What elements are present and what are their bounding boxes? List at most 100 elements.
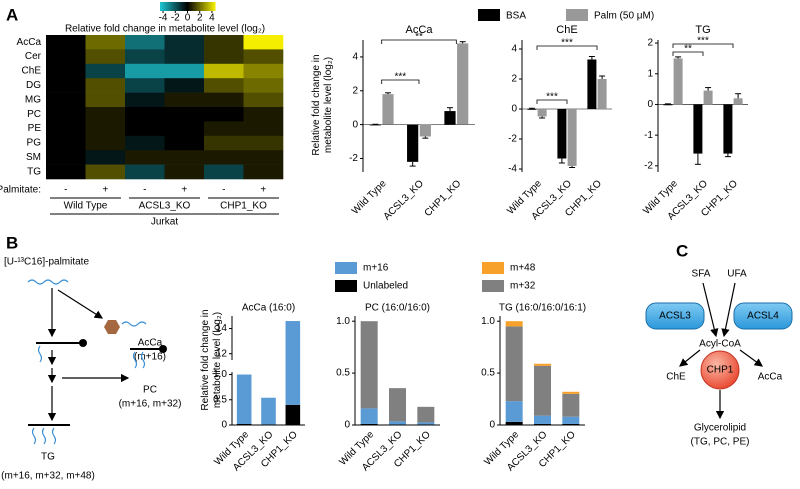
heatmap-cell [46, 164, 86, 180]
label: (m+16, m+32) [119, 399, 182, 410]
heatmap-cell [125, 150, 165, 165]
bar [703, 90, 713, 105]
heatmap-cell [46, 78, 86, 93]
heatmap-cell [204, 121, 244, 137]
colorbar-step [206, 2, 209, 11]
heatmap-cell [164, 150, 205, 165]
significance-bracket [672, 43, 734, 48]
row-label: PG [27, 138, 42, 149]
bar [419, 124, 431, 137]
label: ACSL3 [659, 311, 691, 322]
y-tick-label: 0.5 [481, 368, 495, 379]
heatmap-title: Relative fold change in metabolite level… [65, 24, 265, 35]
heatmap-cell [125, 49, 165, 65]
bar-segment [261, 424, 276, 425]
y-tick-label: 1.0 [213, 369, 227, 380]
colorbar-step [186, 2, 188, 11]
colorbar-tick-label: 4 [209, 13, 215, 24]
heatmap-cell [85, 78, 126, 93]
colorbar-step [162, 2, 165, 11]
bar [567, 109, 577, 166]
significance-bracket [536, 45, 598, 50]
x-tick-label: ACSL3_KO [382, 178, 426, 222]
colorbar-step [204, 2, 206, 11]
bar-segment [534, 365, 551, 416]
colorbar-step [205, 2, 208, 11]
heatmap-cell [46, 92, 86, 108]
colorbar-step [191, 2, 194, 11]
heatmap-cell [46, 49, 86, 65]
bar-segment [562, 423, 580, 425]
label: (TG, PC, PE) [691, 437, 750, 448]
legend-swatch [482, 280, 504, 292]
y-tick-label: 0 [221, 420, 227, 431]
heatmap-cell [125, 63, 165, 79]
label: CHP1 [707, 365, 734, 376]
label: (m+16, m+32, m+48) [1, 471, 95, 482]
coa-group [104, 320, 120, 334]
y-tick-label: 0 [647, 99, 653, 110]
label: Acyl-CoA [699, 339, 741, 350]
colorbar-step [198, 2, 201, 11]
legend-swatch [335, 262, 357, 274]
colorbar-step [183, 2, 186, 11]
colorbar-step [210, 2, 213, 11]
chain [121, 321, 147, 327]
colorbar-step [201, 2, 204, 11]
bar-segment [505, 321, 523, 327]
colorbar-step [180, 2, 183, 11]
y-tick-label: -2 [644, 161, 653, 172]
significance-label: *** [561, 38, 573, 49]
row-label: PE [28, 123, 42, 134]
y-tick-label: 0.5 [213, 394, 227, 405]
heatmap-cell [204, 135, 244, 151]
legend-swatch [482, 262, 504, 274]
arrow [679, 349, 701, 367]
significance-bracket [381, 79, 420, 84]
diagram-c: SFA UFA ACSL3 ACSL4 Acyl-CoA ChE AcCa CH… [645, 269, 793, 448]
colorbar-step [173, 2, 176, 11]
bar [444, 111, 456, 125]
colorbar-step [177, 2, 180, 11]
bar-segment [360, 408, 378, 424]
y-tick-label: -1 [644, 130, 653, 141]
label: ChE [666, 372, 686, 383]
bar-segment [285, 321, 301, 405]
bar [587, 59, 597, 109]
bar [663, 104, 673, 106]
subplot-title: PC (16:0/16:0) [365, 303, 430, 314]
row-label: MG [25, 94, 41, 105]
colorbar-step [168, 2, 171, 11]
heatmap-cell [125, 92, 165, 108]
label: AcCa [758, 372, 783, 383]
heatmap-cell [164, 49, 205, 65]
y-tick-label: 1.0 [481, 316, 495, 327]
colorbar-step [190, 2, 193, 11]
heatmap-cell [204, 63, 244, 79]
heatmap-cell [46, 35, 86, 50]
colorbar-step [182, 2, 184, 11]
heatmap-cell [243, 49, 284, 65]
significance-label: *** [697, 36, 709, 47]
x-tick-label: CHP1_KO [423, 178, 464, 219]
row-label: ChE [22, 66, 42, 77]
legend-label: BSA [506, 11, 526, 22]
heatmap-cell [204, 150, 244, 165]
bar [369, 124, 381, 126]
group-label: ACSL3_KO [139, 201, 191, 212]
y-tick-label: 12 [216, 348, 228, 359]
bar-segment [417, 422, 435, 425]
subplot-title: TG (16:0/16:0/16:1) [499, 303, 586, 314]
y-tick-label: 1.0 [336, 316, 350, 327]
chain [31, 427, 57, 445]
bar-segment [389, 388, 406, 422]
chain [27, 279, 69, 285]
label: AcCa [138, 338, 163, 349]
colorbar-step [187, 2, 190, 11]
bar-segment [505, 421, 523, 425]
heatmap-cell [85, 121, 126, 137]
y-axis-label-line: Relative fold change in [311, 54, 322, 155]
y-tick-label: 14 [216, 323, 228, 334]
colorbar-step [169, 2, 172, 11]
label: UFA [727, 269, 747, 280]
